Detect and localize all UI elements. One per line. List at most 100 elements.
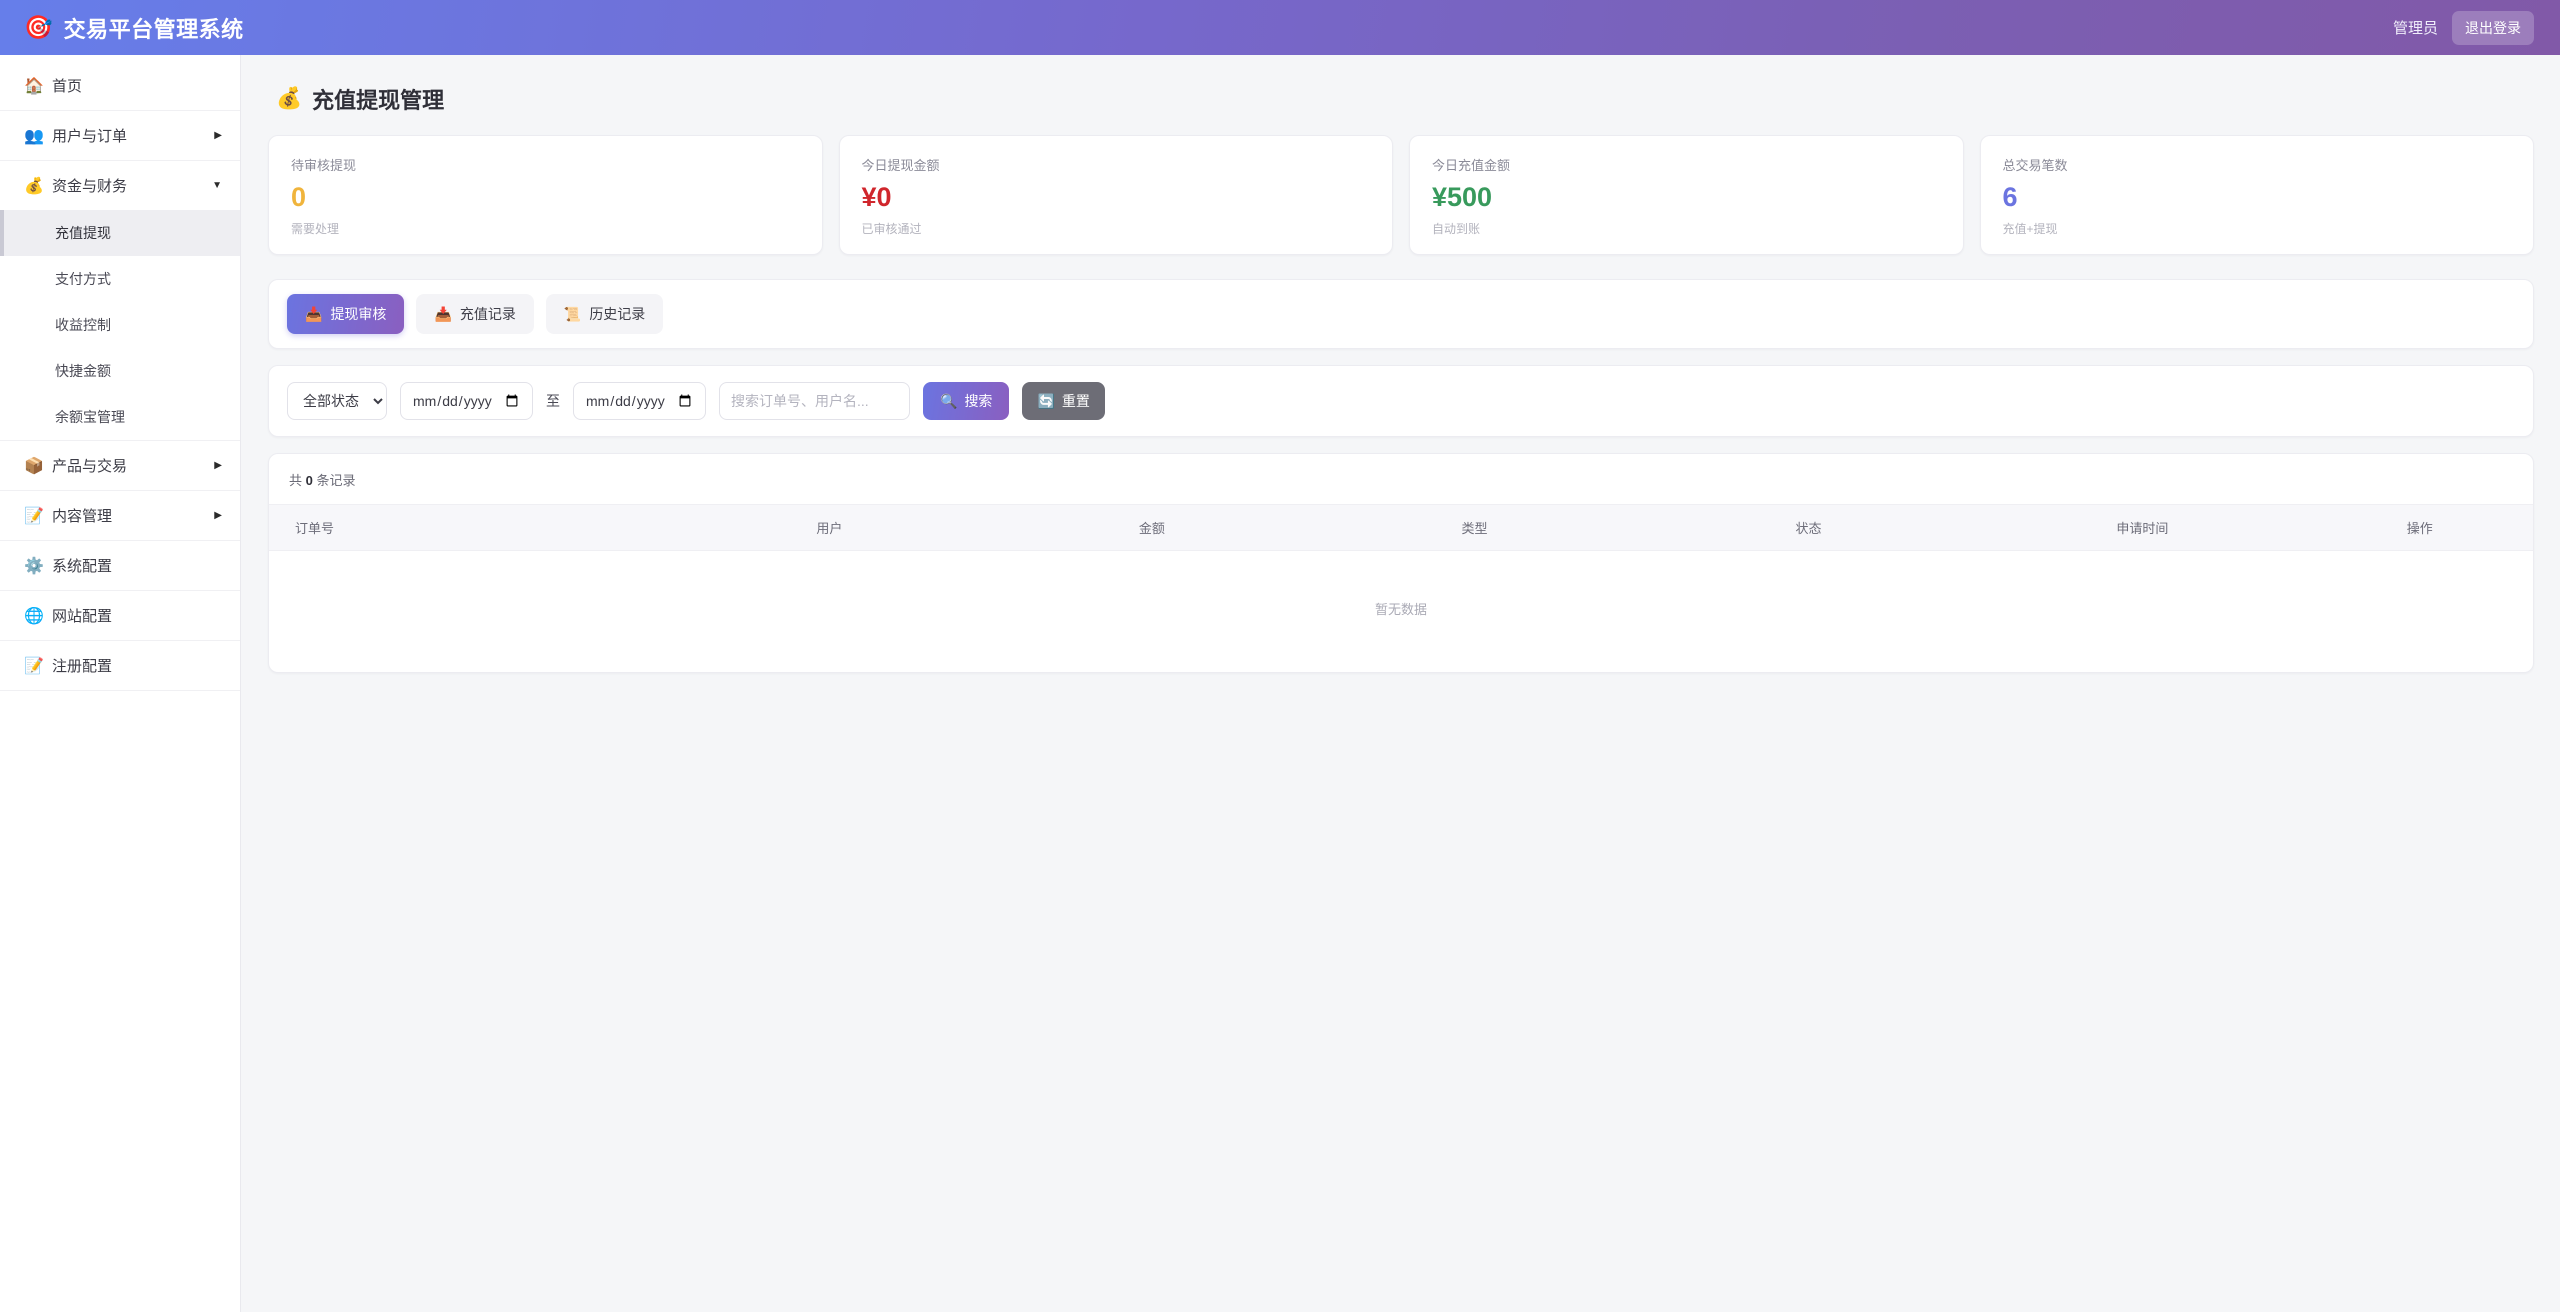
record-count-suffix: 条记录 xyxy=(316,473,356,489)
reset-button[interactable]: 🔄 重置 xyxy=(1022,382,1105,421)
sidebar-item-icon: 📦 xyxy=(24,457,44,475)
top-header-bar: 🎯 交易平台管理系统 管理员 退出登录 xyxy=(0,0,2560,55)
record-count-value: 0 xyxy=(305,473,313,489)
stat-card-0: 待审核提现 0 需要处理 xyxy=(268,135,823,256)
sidebar-item-1[interactable]: 👥 用户与订单 ▶ xyxy=(0,111,240,160)
logout-button[interactable]: 退出登录 xyxy=(2452,10,2534,45)
sidebar-subitem-2-3[interactable]: 快捷金额 xyxy=(55,363,111,379)
stat-label: 待审核提现 xyxy=(291,158,357,173)
table-column-header-1: 用户 xyxy=(665,504,994,552)
sidebar-item-label: 用户与订单 xyxy=(52,128,128,145)
sidebar-subnav: 充值提现支付方式收益控制快捷金额余额宝管理 xyxy=(0,210,240,440)
stat-value: ¥0 xyxy=(861,182,892,212)
sidebar-item-2[interactable]: 💰 资金与财务 ▼ xyxy=(0,161,240,210)
tab-button-2[interactable]: 📜 历史记录 xyxy=(545,294,664,335)
sidebar-subitem-2-0[interactable]: 充值提现 xyxy=(0,210,240,256)
sidebar-subitem-2-2[interactable]: 收益控制 xyxy=(55,317,111,333)
sidebar-group: 💰 资金与财务 ▼ 充值提现支付方式收益控制快捷金额余额宝管理 xyxy=(0,161,240,441)
stat-sublabel: 需要处理 xyxy=(291,222,340,237)
table-head: 订单号 用户 金额 类型 状态 申请时间 操作 xyxy=(269,504,2533,552)
tab-icon: 📥 xyxy=(305,305,323,322)
stat-label: 今日提现金额 xyxy=(861,158,940,173)
chevron-icon: ▶ xyxy=(214,460,222,471)
record-count-prefix: 共 xyxy=(289,473,303,489)
sidebar-group: 👥 用户与订单 ▶ xyxy=(0,111,240,161)
chevron-icon: ▶ xyxy=(214,510,222,521)
sidebar-item-icon: 📝 xyxy=(24,507,44,525)
search-button-label: 搜索 xyxy=(964,393,993,410)
brand: 🎯 交易平台管理系统 xyxy=(24,12,244,44)
table-column-header-2: 金额 xyxy=(993,504,1311,552)
sidebar-item-label: 首页 xyxy=(52,78,83,95)
table-body: 暂无数据 xyxy=(269,551,2533,671)
sidebar-item-3[interactable]: 📦 产品与交易 ▶ xyxy=(0,441,240,490)
tab-label: 历史记录 xyxy=(589,306,646,323)
sidebar-item-icon: 👥 xyxy=(24,127,44,145)
stat-sublabel: 已审核通过 xyxy=(861,222,922,237)
tab-label: 提现审核 xyxy=(330,306,387,323)
sidebar-item-label: 产品与交易 xyxy=(52,458,128,475)
sidebar-item-label: 网站配置 xyxy=(52,608,113,625)
status-filter-select[interactable]: 全部状态 xyxy=(287,382,387,421)
page-title-text: 充值提现管理 xyxy=(312,88,445,113)
app-title: 交易平台管理系统 xyxy=(63,16,244,42)
empty-state-text: 暂无数据 xyxy=(1374,602,1427,618)
money-bag-icon: 💰 xyxy=(276,87,303,110)
table-empty-row: 暂无数据 xyxy=(269,551,2533,671)
tab-button-0[interactable]: 📥 提现审核 xyxy=(287,294,405,335)
search-icon: 🔍 xyxy=(940,392,958,409)
reset-button-label: 重置 xyxy=(1061,393,1090,410)
sidebar-item-icon: ⚙️ xyxy=(24,557,44,575)
table-column-header-5: 申请时间 xyxy=(1978,504,2307,552)
tab-label: 充值记录 xyxy=(459,306,516,323)
tab-button-1[interactable]: 📥 充值记录 xyxy=(416,294,534,335)
stat-label: 今日充值金额 xyxy=(1432,158,1511,173)
record-count: 共 0 条记录 xyxy=(269,454,2533,504)
stat-value: 6 xyxy=(2002,182,2018,212)
tab-icon: 📜 xyxy=(563,305,582,322)
stat-sublabel: 自动到账 xyxy=(1432,222,1481,237)
stat-value: ¥500 xyxy=(1432,182,1493,212)
sidebar-subitem-2-1[interactable]: 支付方式 xyxy=(55,271,111,287)
date-from-input[interactable] xyxy=(400,382,533,421)
search-input[interactable] xyxy=(719,382,910,421)
stat-card-1: 今日提现金额 ¥0 已审核通过 xyxy=(838,135,1393,256)
sidebar-item-icon: 📝 xyxy=(24,657,44,675)
search-button[interactable]: 🔍 搜索 xyxy=(923,382,1010,421)
table-column-header-6: 操作 xyxy=(2306,504,2533,552)
stat-label: 总交易笔数 xyxy=(2002,158,2068,173)
date-range-separator: 至 xyxy=(546,393,560,410)
table-column-header-0: 订单号 xyxy=(269,504,666,552)
stat-card-2: 今日充值金额 ¥500 自动到账 xyxy=(1409,135,1964,256)
stats-cards-row: 待审核提现 0 需要处理 今日提现金额 ¥0 已审核通过 今日充值金额 ¥500 自动到账 总交易… xyxy=(268,135,2534,256)
sidebar-item-5[interactable]: ⚙️ 系统配置 xyxy=(0,541,240,590)
sidebar-item-label: 注册配置 xyxy=(52,658,113,675)
page-layout: 🏠 首页 👥 用户与订单 ▶ 💰 资金与财务 ▼ 充值提现支付方式收益控制快捷金额余额宝管理 📦 产… xyxy=(0,55,2560,1312)
sidebar-group: 📝 内容管理 ▶ xyxy=(0,491,240,541)
stat-sublabel: 充值+提现 xyxy=(2002,222,2058,237)
sidebar-item-icon: 🌐 xyxy=(24,607,44,625)
sidebar-group: 📦 产品与交易 ▶ xyxy=(0,441,240,491)
sidebar-nav: 🏠 首页 👥 用户与订单 ▶ 💰 资金与财务 ▼ 充值提现支付方式收益控制快捷金额余额宝管理 📦 产… xyxy=(0,55,241,1312)
records-table: 订单号 用户 金额 类型 状态 申请时间 操作 暂无数据 xyxy=(269,504,2533,670)
records-table-panel: 共 0 条记录 订单号 用户 金额 类型 状态 申请时间 操作 暂无数据 xyxy=(268,453,2534,674)
chevron-icon: ▶ xyxy=(214,130,222,141)
tab-icon: 📥 xyxy=(434,305,452,322)
main-content: 💰 充值提现管理 待审核提现 0 需要处理 今日提现金额 ¥0 已审核通过 今日充值金额 ¥5… xyxy=(241,55,2560,1312)
sidebar-subitem-2-4[interactable]: 余额宝管理 xyxy=(55,409,125,425)
tabs-panel: 📥 提现审核 📥 充值记录 📜 历史记录 xyxy=(268,279,2534,350)
filters-panel: 全部状态 至 🔍 搜索 🔄 重置 xyxy=(268,365,2534,438)
target-logo-icon: 🎯 xyxy=(24,14,53,40)
sidebar-item-7[interactable]: 📝 注册配置 xyxy=(0,641,240,690)
sidebar-item-label: 内容管理 xyxy=(52,508,113,525)
sidebar-item-icon: 🏠 xyxy=(24,77,44,95)
sidebar-group: 📝 注册配置 xyxy=(0,641,240,691)
date-to-input[interactable] xyxy=(573,382,706,421)
stat-card-3: 总交易笔数 6 充值+提现 xyxy=(1979,135,2534,256)
sidebar-item-icon: 💰 xyxy=(24,177,44,195)
sidebar-item-4[interactable]: 📝 内容管理 ▶ xyxy=(0,491,240,540)
table-column-header-4: 状态 xyxy=(1638,504,1979,552)
sidebar-item-0[interactable]: 🏠 首页 xyxy=(0,61,240,110)
table-column-header-3: 类型 xyxy=(1310,504,1639,552)
sidebar-item-6[interactable]: 🌐 网站配置 xyxy=(0,591,240,640)
